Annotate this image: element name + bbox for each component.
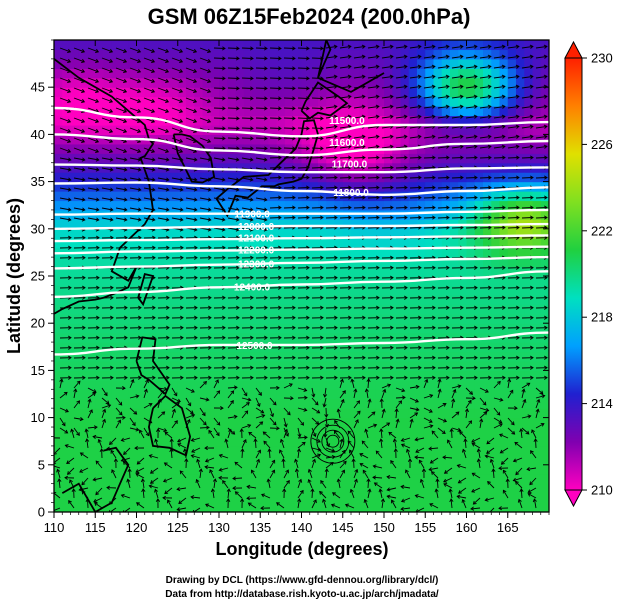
colorbar-top-triangle [564, 40, 583, 59]
contour-label: 12300.0 [238, 260, 275, 271]
plot-area: 11500.0 11600.0 11700.0 11800.0 11900.012000… [53, 39, 550, 513]
y-tick-label: 5 [38, 457, 45, 472]
x-tick-label: 150 [373, 520, 395, 535]
credit-data: Data from http://database.rish.kyoto-u.a… [165, 589, 439, 600]
y-tick-label: 20 [31, 316, 45, 331]
x-tick-label: 165 [497, 520, 519, 535]
contour-label: 11900.0 [234, 210, 270, 221]
colorbar-tick-label: 214 [591, 396, 613, 411]
coastline-visayas-mindanao [147, 394, 192, 457]
contour-label: 11800.0 [333, 188, 369, 199]
x-tick-label: 155 [414, 520, 436, 535]
wind-streamlines [54, 44, 548, 512]
colorbar: 210 214 218 222 226 230 [564, 40, 613, 508]
x-axis-ticks: 110 115 120 125 130 135 140 145 150 155 160 165 [44, 40, 550, 535]
colorbar-tick-label: 226 [591, 137, 613, 152]
coastline-borneo [61, 446, 130, 512]
contour-5 [54, 222, 549, 230]
x-tick-label: 130 [208, 520, 230, 535]
contour-1 [54, 133, 549, 157]
map-title: GSM 06Z15Feb2024 (200.0hPa) [148, 4, 471, 29]
coastline-luzon [135, 336, 171, 396]
contour-6 [54, 234, 549, 243]
contour-label: 12000.0 [238, 222, 275, 233]
y-tick-label: 10 [31, 410, 45, 425]
y-tick-label: 35 [31, 174, 45, 189]
colorbar-tick-label: 230 [591, 51, 613, 66]
colorbar-scale [564, 57, 583, 491]
credit-drawing: Drawing by DCL (https://www.gfd-dennou.o… [166, 575, 439, 586]
y-tick-label: 0 [38, 505, 45, 520]
contour-2 [54, 163, 549, 174]
contour-0 [54, 106, 549, 138]
contour-10 [54, 331, 549, 356]
height-contours [54, 106, 549, 356]
colorbar-tick-label: 222 [591, 223, 613, 238]
x-tick-label: 125 [167, 520, 189, 535]
x-tick-label: 110 [44, 520, 65, 535]
y-tick-label: 40 [31, 127, 45, 142]
x-tick-label: 140 [291, 520, 313, 535]
contour-4 [54, 208, 549, 216]
y-axis-title: Latitude (degrees) [4, 198, 24, 354]
x-tick-label: 160 [456, 520, 478, 535]
contour-label: 11700.0 [332, 160, 368, 171]
contour-label: 12500.0 [236, 341, 273, 352]
x-tick-label: 135 [249, 520, 271, 535]
x-tick-label: 120 [126, 520, 148, 535]
contour-label: 11600.0 [329, 138, 365, 149]
y-tick-label: 45 [31, 80, 45, 95]
x-axis-title: Longitude (degrees) [215, 539, 388, 559]
coastline-hokkaido [300, 81, 349, 120]
y-tick-label: 25 [31, 269, 45, 284]
contour-label: 12100.0 [238, 233, 275, 244]
contour-9 [54, 270, 549, 298]
y-tick-label: 30 [31, 221, 45, 236]
colorbar-ticks: 210 214 218 222 226 230 [582, 51, 613, 498]
y-tick-label: 15 [31, 363, 45, 378]
colorbar-bottom-triangle [564, 489, 583, 508]
contour-label: 12200.0 [238, 246, 275, 257]
wind-vortex [310, 418, 356, 464]
contour-labels: 11500.0 11600.0 11700.0 11800.0 11900.012000… [234, 116, 369, 352]
colorbar-tick-label: 210 [591, 483, 613, 498]
coastline-sakhalin-kuril [316, 40, 385, 93]
contour-8 [54, 255, 549, 270]
y-axis-ticks: 0 5 10 15 20 25 30 35 40 45 [31, 39, 549, 520]
colorbar-tick-label: 218 [591, 310, 613, 325]
x-tick-label: 145 [332, 520, 354, 535]
coastline-china-korea [54, 58, 155, 315]
coastline-taiwan [137, 273, 155, 307]
contour-7 [54, 245, 549, 255]
x-tick-label: 115 [85, 520, 106, 535]
contour-label: 12400.0 [234, 282, 271, 293]
contour-label: 11500.0 [329, 116, 365, 127]
contour-3 [54, 181, 549, 197]
